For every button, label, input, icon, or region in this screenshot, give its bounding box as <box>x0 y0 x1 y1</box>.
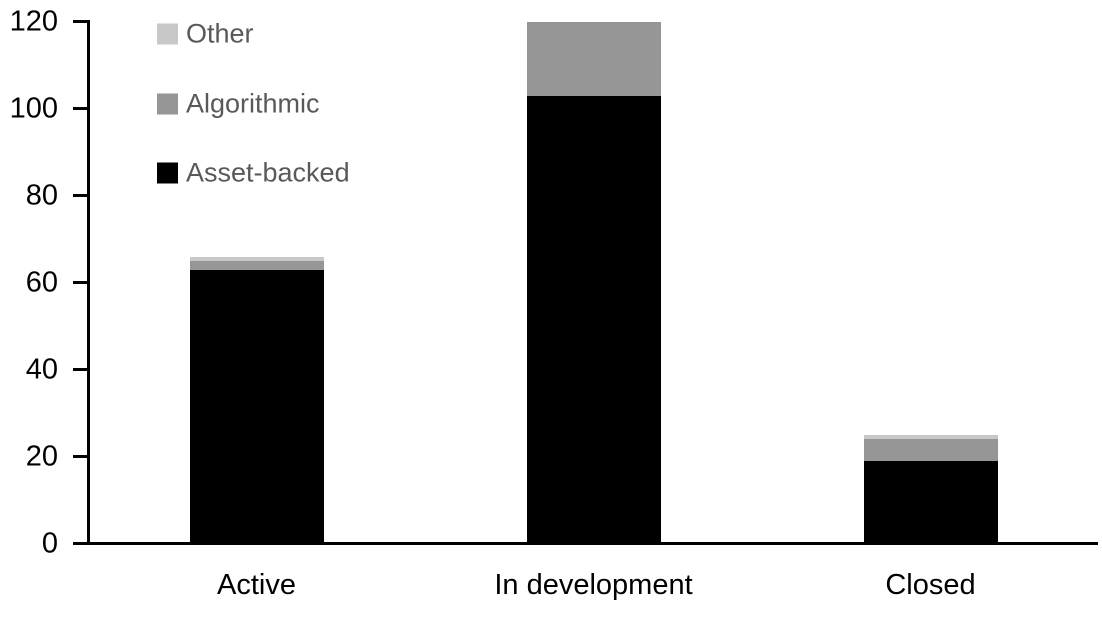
bar-segment <box>863 434 998 440</box>
y-tick-mark <box>73 107 87 111</box>
y-tick-label: 40 <box>25 353 58 386</box>
y-axis-line <box>87 19 90 545</box>
x-axis-label: Active <box>217 569 296 601</box>
x-axis-label: In development <box>494 569 693 601</box>
y-tick-mark <box>73 20 87 24</box>
y-tick-mark <box>73 542 87 545</box>
y-tick-mark <box>73 281 87 285</box>
y-tick-label: 0 <box>41 527 58 559</box>
legend-label: Asset-backed <box>186 157 350 188</box>
legend-item: Algorithmic <box>157 90 320 117</box>
y-tick-label: 100 <box>9 92 58 125</box>
bar-segment <box>189 256 324 261</box>
legend-swatch-icon <box>157 93 178 114</box>
legend-label: Algorithmic <box>186 88 320 118</box>
y-tick-mark <box>73 455 87 459</box>
y-tick-label: 20 <box>25 440 58 473</box>
y-tick-label: 60 <box>25 266 58 299</box>
legend-item: Asset-backed <box>157 157 350 188</box>
x-axis-label: Closed <box>885 569 976 601</box>
legend-label: Other <box>186 18 254 49</box>
y-tick-label: 80 <box>25 179 58 212</box>
bar-segment <box>526 95 661 544</box>
bar-segment <box>526 21 661 96</box>
bar-segment <box>189 269 324 544</box>
legend-item: Other <box>157 18 254 49</box>
legend-swatch-icon <box>157 23 178 45</box>
bar-segment <box>863 460 998 544</box>
x-axis-line <box>76 542 1098 545</box>
bar-segment <box>863 439 998 461</box>
bar-segment <box>189 260 324 270</box>
legend-swatch-icon <box>157 162 178 184</box>
y-tick-mark <box>73 368 87 372</box>
y-tick-label: 120 <box>9 5 58 38</box>
y-tick-mark <box>73 194 87 198</box>
